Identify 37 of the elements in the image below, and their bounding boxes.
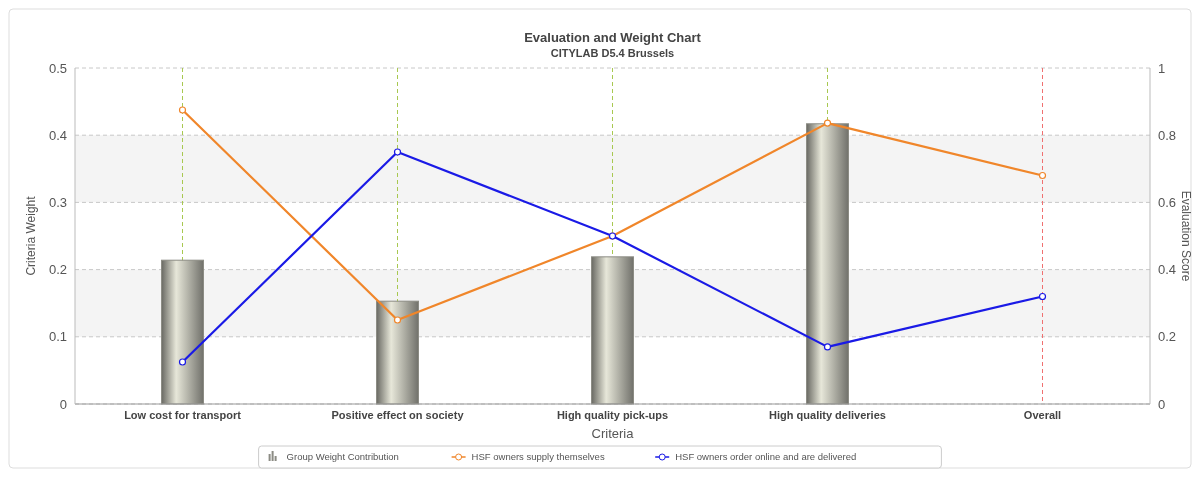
y2-axis-title: Evaluation Score bbox=[1179, 190, 1193, 282]
y2-tick-label: 0 bbox=[1158, 396, 1166, 412]
chart-subtitle: CITYLAB D5.4 Brussels bbox=[550, 47, 675, 59]
y2-tick-label: 0.4 bbox=[1158, 262, 1177, 278]
y-tick-label: 0.4 bbox=[48, 127, 67, 143]
x-tick-label: Positive effect on society bbox=[331, 409, 465, 421]
y2-tick-label: 1 bbox=[1158, 60, 1166, 76]
legend-label: HSF owners order online and are delivered bbox=[675, 451, 857, 463]
point bbox=[178, 106, 187, 114]
point bbox=[823, 343, 832, 351]
point bbox=[1038, 171, 1047, 180]
x-tick-label: Overall bbox=[1023, 409, 1062, 421]
bar bbox=[161, 259, 204, 405]
x-tick-label: High quality pick-ups bbox=[556, 409, 669, 421]
y-tick-label: 0.2 bbox=[48, 262, 67, 278]
y-tick-label: 0.5 bbox=[48, 60, 67, 76]
legend-label: HSF owners supply themselves bbox=[471, 451, 605, 463]
point bbox=[823, 119, 832, 127]
bar bbox=[806, 123, 849, 405]
x-tick-label: High quality deliveries bbox=[769, 409, 886, 421]
chart-title: Evaluation and Weight Chart bbox=[524, 30, 702, 45]
y-tick-label: 0 bbox=[59, 396, 67, 412]
point bbox=[1038, 292, 1047, 301]
y-tick-label: 0.3 bbox=[48, 194, 67, 210]
y-tick-label: 0.1 bbox=[48, 329, 67, 345]
bar bbox=[591, 256, 634, 405]
y2-tick-label: 0.6 bbox=[1158, 194, 1177, 210]
y2-tick-label: 0.8 bbox=[1158, 127, 1177, 143]
x-axis-title: Criteria bbox=[591, 426, 635, 441]
point bbox=[178, 358, 187, 366]
point bbox=[393, 148, 402, 156]
legend-label: Group Weight Contribution bbox=[286, 451, 399, 463]
point bbox=[393, 316, 402, 324]
y-axis-title: Criteria Weight bbox=[24, 195, 38, 276]
y2-tick-label: 0.2 bbox=[1158, 329, 1177, 345]
x-tick-label: Low cost for transport bbox=[124, 409, 242, 421]
bar bbox=[376, 300, 419, 405]
